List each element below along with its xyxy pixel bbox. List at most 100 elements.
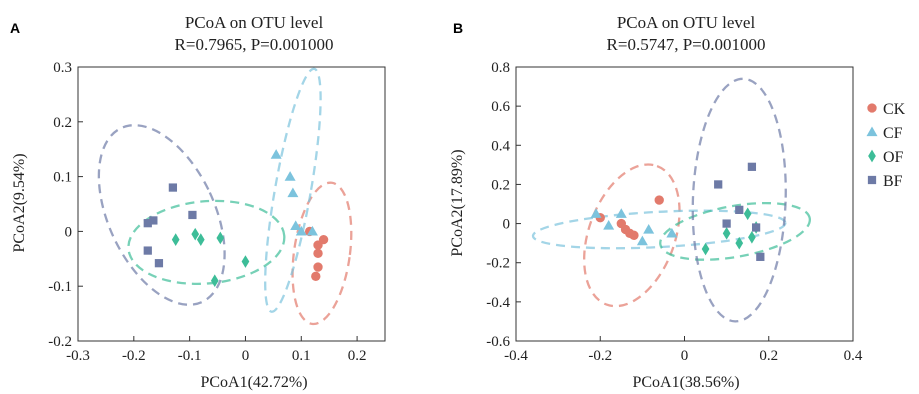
data-point-cf xyxy=(590,208,602,218)
panel-label-a: A xyxy=(10,20,20,36)
data-point-cf xyxy=(643,223,655,234)
data-point-of xyxy=(743,207,752,221)
x-tick-label: 0 xyxy=(681,348,689,364)
data-point-cf xyxy=(295,225,307,236)
y-tick-label: 0 xyxy=(65,224,73,240)
y-axis-label-b: PCoA2(17.89%) xyxy=(449,149,466,256)
confidence-ellipse-of xyxy=(659,201,812,261)
data-point-ck xyxy=(311,271,321,282)
x-tick-label: -0.4 xyxy=(504,348,528,364)
confidence-ellipse-bf xyxy=(691,77,787,323)
data-point-cf xyxy=(290,220,302,231)
data-point-of xyxy=(722,227,731,240)
y-tick-label: 0.2 xyxy=(491,177,510,193)
chart-title-b: PCoA on OTU level xyxy=(617,13,756,32)
data-point-bf xyxy=(722,219,731,228)
plot-area-a: -0.3 -0.2 -0.1 0 0.1 0.2-0.2-0.100.10.20.3 xyxy=(48,60,386,364)
data-point-bf xyxy=(735,205,744,214)
data-point-ck xyxy=(625,228,635,239)
x-tick-label: -0.1 xyxy=(178,348,202,364)
plot-frame-a xyxy=(77,66,386,342)
y-axis-label-a: PCoA2(9.54%) xyxy=(11,153,28,252)
data-point-bf xyxy=(143,246,152,255)
legend-label-bf: BF xyxy=(883,173,903,190)
data-point-cf xyxy=(666,227,678,238)
panel-label-b: B xyxy=(453,20,463,36)
data-point-of xyxy=(196,233,205,246)
data-point-of xyxy=(171,233,180,246)
data-point-cf xyxy=(287,187,299,198)
data-point-of xyxy=(241,255,250,268)
y-tick-label: -0.1 xyxy=(48,279,72,295)
chart-subtitle-a: R=0.7965, P=0.001000 xyxy=(175,35,334,54)
legend-label-ck: CK xyxy=(883,101,906,118)
data-point-of xyxy=(701,242,710,256)
data-point-cf xyxy=(284,171,296,181)
plot-frame-b xyxy=(515,66,854,342)
x-tick-label: 0.1 xyxy=(292,348,311,364)
confidence-ellipse-bf xyxy=(97,124,226,306)
legend-label-cf: CF xyxy=(883,125,903,142)
y-tick-label: -0.2 xyxy=(48,334,72,350)
data-point-ck xyxy=(313,248,323,258)
data-point-cf xyxy=(270,149,282,159)
x-tick-label: 0.2 xyxy=(759,348,778,364)
data-point-bf xyxy=(714,180,723,189)
y-tick-label: 0.8 xyxy=(491,60,510,76)
x-axis-label-b: PCoA1(38.56%) xyxy=(632,374,739,391)
x-tick-label: -0.2 xyxy=(588,348,612,364)
confidence-ellipse-cf xyxy=(264,67,322,313)
chart-title-a: PCoA on OTU level xyxy=(185,13,324,32)
x-tick-label: 0.2 xyxy=(348,348,367,364)
data-point-bf xyxy=(143,219,152,228)
y-tick-label: 0.4 xyxy=(491,138,510,154)
x-axis-label-a: PCoA1(42.72%) xyxy=(200,374,307,391)
y-tick-label: 0.2 xyxy=(53,115,72,131)
x-tick-label: 0 xyxy=(242,348,250,364)
data-point-of xyxy=(216,231,225,245)
chart-subtitle-b: R=0.5747, P=0.001000 xyxy=(607,35,766,54)
data-point-bf xyxy=(154,259,164,268)
x-tick-label: -0.3 xyxy=(66,348,90,364)
y-tick-label: 0 xyxy=(503,217,511,233)
y-tick-label: 0.1 xyxy=(53,170,72,186)
data-point-bf xyxy=(751,223,761,232)
data-point-bf xyxy=(188,210,197,220)
panel-a: A PCoA on OTU level R=0.7965, P=0.001000… xyxy=(10,13,386,391)
data-point-bf xyxy=(149,216,158,225)
y-tick-label: -0.4 xyxy=(486,295,510,311)
data-point-of xyxy=(735,236,744,250)
data-point-ck xyxy=(654,195,664,205)
y-tick-label: -0.2 xyxy=(486,256,510,272)
legend-label-of: OF xyxy=(883,149,904,166)
legend-marker-of xyxy=(868,149,876,163)
data-point-cf xyxy=(636,235,648,246)
data-point-ck xyxy=(313,262,323,272)
data-point-of xyxy=(748,230,756,244)
legend: CK CF OF BF xyxy=(866,101,906,190)
x-tick-label: 0.4 xyxy=(844,348,863,364)
legend-marker-ck xyxy=(867,103,877,113)
data-point-of xyxy=(191,227,200,241)
data-point-cf xyxy=(306,225,318,236)
confidence-ellipse-of xyxy=(127,199,286,286)
data-point-of xyxy=(210,274,219,288)
data-point-bf xyxy=(168,183,178,192)
confidence-ellipse-cf xyxy=(531,209,787,250)
legend-marker-bf xyxy=(867,175,877,185)
y-tick-label: 0.6 xyxy=(491,99,510,115)
x-tick-label: -0.2 xyxy=(122,348,146,364)
panel-b: B PCoA on OTU level R=0.5747, P=0.001000… xyxy=(449,13,863,391)
data-point-ck xyxy=(313,240,323,250)
confidence-ellipse-ck xyxy=(583,163,681,308)
plot-area-b: -0.4 -0.2 0 0.2 0.4-0.6-0.4-0.200.20.40.60.8 xyxy=(486,60,863,364)
data-point-cf xyxy=(615,208,627,218)
data-point-bf xyxy=(747,162,757,171)
y-tick-label: -0.6 xyxy=(486,334,510,350)
legend-marker-cf xyxy=(866,126,878,137)
confidence-ellipse-ck xyxy=(291,181,353,326)
y-tick-label: 0.3 xyxy=(53,60,72,76)
data-point-bf xyxy=(756,252,765,261)
data-point-cf xyxy=(603,220,615,230)
